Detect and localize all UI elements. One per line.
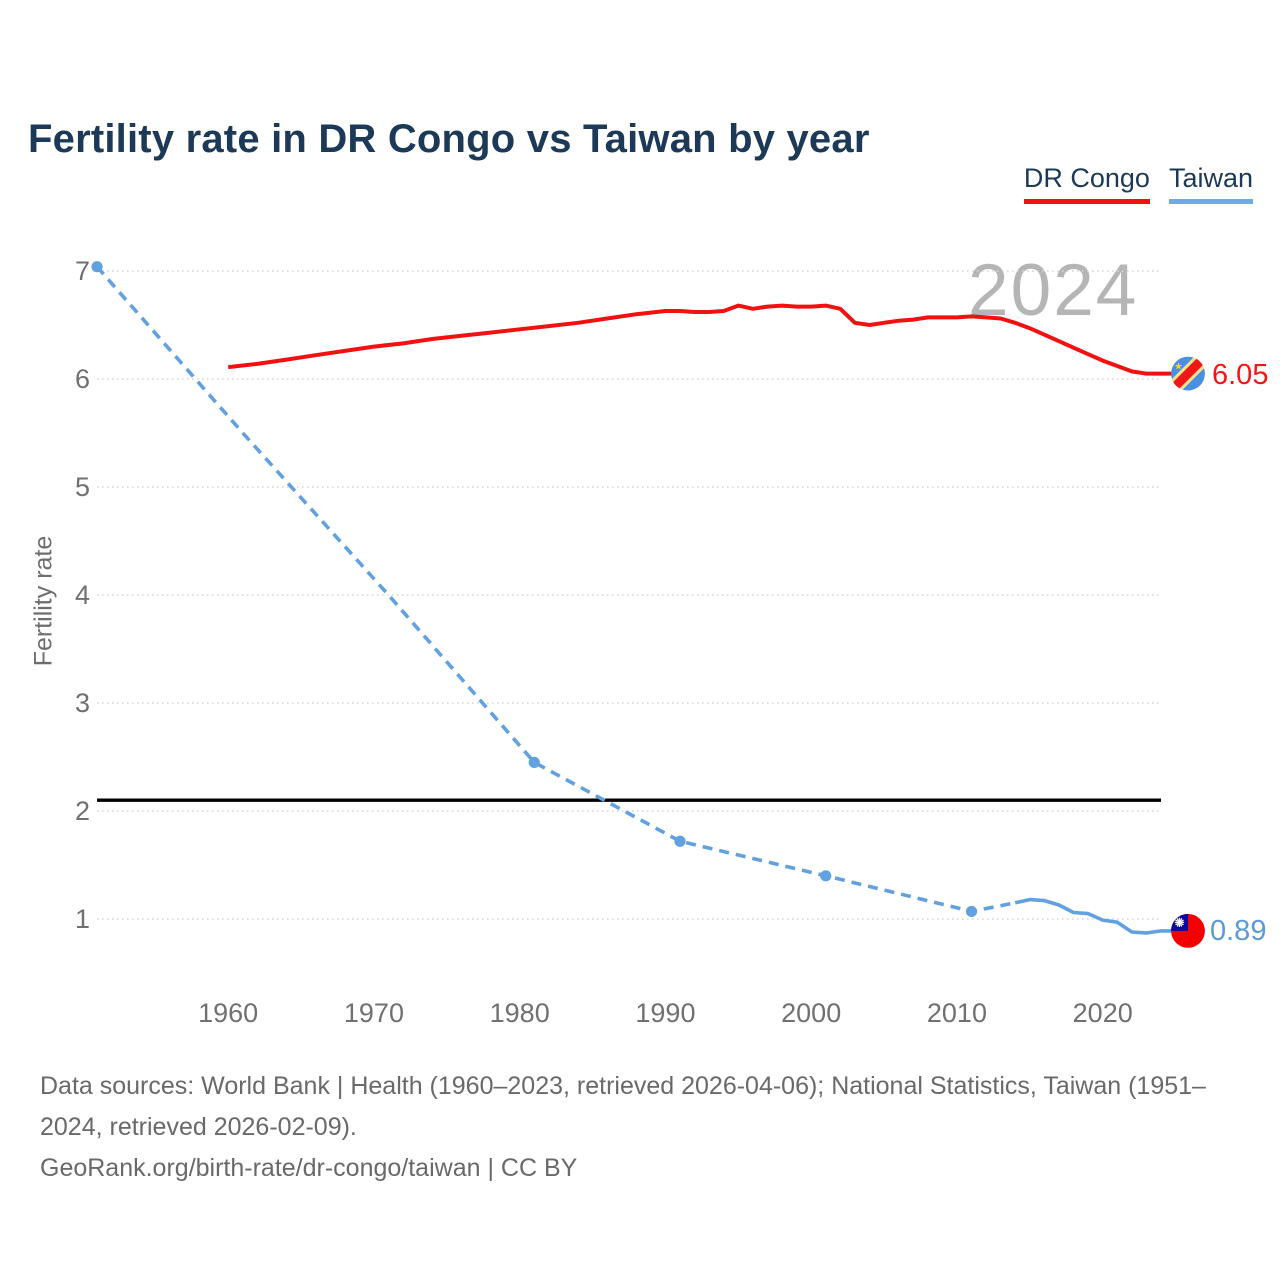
y-tick-label: 3 bbox=[75, 688, 90, 718]
y-tick-label: 7 bbox=[75, 256, 90, 286]
dr-congo-flag-icon: ★ bbox=[1171, 356, 1205, 391]
taiwan-line-dashed bbox=[95, 265, 1016, 914]
legend-item-taiwan[interactable]: Taiwan bbox=[1168, 163, 1253, 204]
footer: Data sources: World Bank | Health (1960–… bbox=[40, 1066, 1245, 1188]
end-value-dr-congo: 6.05 bbox=[1212, 359, 1269, 391]
y-axis-label: Fertility rate bbox=[29, 535, 58, 667]
data-sources-text: Data sources: World Bank | Health (1960–… bbox=[40, 1072, 1206, 1141]
x-tick-label: 2000 bbox=[781, 998, 841, 1028]
taiwan-line-solid bbox=[1014, 897, 1176, 935]
y-tick-label: 4 bbox=[75, 580, 90, 610]
y-tick-label: 6 bbox=[75, 364, 90, 394]
taiwan-data-point bbox=[528, 756, 540, 769]
x-tick-label: 1990 bbox=[635, 998, 695, 1028]
taiwan-data-point bbox=[674, 835, 686, 847]
y-tick-label: 5 bbox=[75, 472, 90, 502]
legend-label-dr-congo: DR Congo bbox=[1023, 163, 1150, 193]
page-title: Fertility rate in DR Congo vs Taiwan by … bbox=[28, 116, 870, 161]
x-tick-label: 2020 bbox=[1073, 998, 1133, 1028]
legend-label-taiwan: Taiwan bbox=[1168, 163, 1253, 193]
year-watermark: 2024 bbox=[968, 250, 1139, 331]
x-tick-label: 1960 bbox=[198, 998, 258, 1028]
y-tick-label: 2 bbox=[75, 796, 90, 826]
taiwan-data-point bbox=[965, 905, 978, 918]
x-tick-label: 1980 bbox=[490, 998, 550, 1028]
attribution-link[interactable]: GeoRank.org/birth-rate/dr-congo/taiwan |… bbox=[40, 1153, 578, 1182]
legend-item-dr-congo[interactable]: DR Congo bbox=[1023, 163, 1150, 204]
legend: DR Congo Taiwan bbox=[1023, 163, 1253, 204]
x-tick-label: 1970 bbox=[344, 998, 404, 1028]
taiwan-data-point bbox=[91, 261, 103, 273]
dr-congo-line bbox=[227, 303, 1176, 376]
taiwan-data-point bbox=[820, 870, 832, 882]
y-tick-label: 1 bbox=[75, 904, 90, 934]
x-tick-label: 2010 bbox=[927, 998, 987, 1028]
svg-text:★: ★ bbox=[1174, 362, 1183, 373]
end-value-taiwan: 0.89 bbox=[1210, 915, 1267, 947]
taiwan-flag-icon bbox=[1171, 913, 1205, 948]
